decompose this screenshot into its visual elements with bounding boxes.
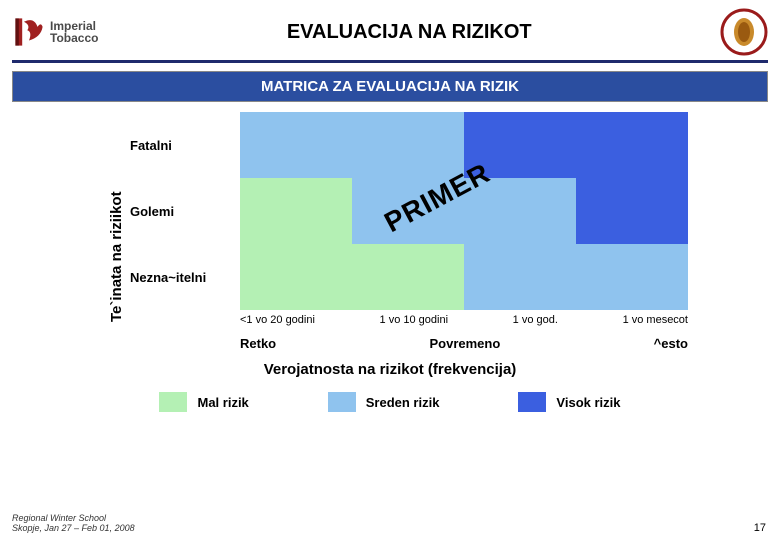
row-cells <box>240 178 688 244</box>
slide: Imperial Tobacco EVALUACIJA NA RIZIKOT M… <box>0 0 780 540</box>
page-title: EVALUACIJA NA RIZIKOT <box>98 21 720 44</box>
legend-label: Mal rizik <box>197 395 248 410</box>
x-axis-label: Verojatnosta na rizikot (frekvencija) <box>40 361 740 378</box>
row-label: Golemi <box>130 204 240 219</box>
row-label: Fatalni <box>130 138 240 153</box>
x-ticks: <1 vo 20 godini 1 vo 10 godini 1 vo god. 1 … <box>240 314 688 326</box>
row-cells <box>240 112 688 178</box>
footer: Regional Winter School Skopje, Jan 27 – … <box>12 514 135 534</box>
logo-right <box>720 8 768 56</box>
x-category: Retko <box>240 336 276 351</box>
row-label: Nezna~itelni <box>130 270 240 285</box>
matrix-cell <box>240 178 352 244</box>
x-category: ^esto <box>654 336 688 351</box>
matrix-cell <box>240 244 352 310</box>
x-tick: 1 vo god. <box>513 314 558 326</box>
matrix-grid: FatalniGolemiNezna~itelni PRIMER <box>130 112 690 310</box>
matrix-cell <box>240 112 352 178</box>
x-tick: 1 vo mesecot <box>623 314 688 326</box>
matrix-cell <box>352 112 464 178</box>
page-number: 17 <box>754 522 766 534</box>
y-axis-label: Te`inata na riziikot <box>108 191 125 322</box>
matrix-cell <box>576 244 688 310</box>
badge-icon <box>720 8 768 56</box>
legend-swatch <box>328 392 356 412</box>
flame-icon <box>12 15 46 49</box>
risk-matrix: Te`inata na riziikot Fatalni Golemi Nezna~… <box>40 112 740 412</box>
x-categories: Retko Povremeno ^esto <box>240 336 688 351</box>
matrix-cell <box>576 112 688 178</box>
matrix-row: Golemi <box>130 178 690 244</box>
logo-left: Imperial Tobacco <box>12 15 98 49</box>
matrix-cell <box>464 244 576 310</box>
legend: Mal rizik Sreden rizik Visok rizik <box>40 392 740 412</box>
legend-swatch <box>518 392 546 412</box>
row-cells <box>240 244 688 310</box>
legend-item: Mal rizik <box>159 392 248 412</box>
matrix-row: Fatalni <box>130 112 690 178</box>
subtitle-band: MATRICA ZA EVALUACIJA NA RIZIK <box>12 71 768 102</box>
legend-item: Sreden rizik <box>328 392 440 412</box>
footer-line2: Skopje, Jan 27 – Feb 01, 2008 <box>12 524 135 534</box>
matrix-cell <box>352 244 464 310</box>
matrix-row: Nezna~itelni <box>130 244 690 310</box>
logo-left-text: Imperial Tobacco <box>50 20 98 44</box>
x-category: Povremeno <box>429 336 500 351</box>
matrix-cell <box>352 178 464 244</box>
header: Imperial Tobacco EVALUACIJA NA RIZIKOT <box>12 6 768 58</box>
legend-swatch <box>159 392 187 412</box>
header-rule <box>12 60 768 63</box>
matrix-cell <box>464 112 576 178</box>
legend-label: Visok rizik <box>556 395 620 410</box>
matrix-cell <box>464 178 576 244</box>
legend-label: Sreden rizik <box>366 395 440 410</box>
x-tick: 1 vo 10 godini <box>380 314 449 326</box>
legend-item: Visok rizik <box>518 392 620 412</box>
x-tick: <1 vo 20 godini <box>240 314 315 326</box>
matrix-cell <box>576 178 688 244</box>
logo-left-line2: Tobacco <box>50 32 98 44</box>
